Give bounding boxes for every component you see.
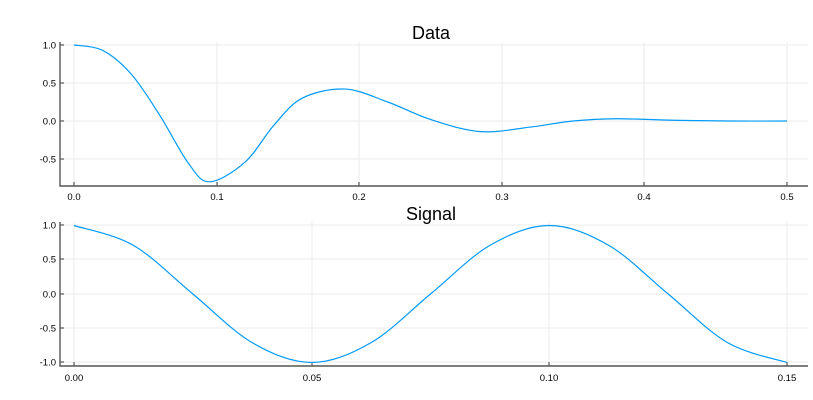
y-tick-label: 0.5 — [43, 255, 56, 266]
signal-series-line — [73, 224, 788, 364]
x-tick-label: 0.2 — [352, 192, 365, 203]
y-axis: 1.0 0.5 0.0 -0.5 -1.0 — [40, 221, 64, 369]
x-tick-label: 0.0 — [67, 192, 80, 203]
x-tick-label: 0.3 — [495, 192, 508, 203]
x-axis: 0.0 0.1 0.2 0.3 0.4 0.5 — [67, 182, 794, 203]
grid-lines — [60, 222, 808, 366]
y-tick-label: 1.0 — [43, 221, 56, 232]
y-tick-label: -0.5 — [40, 324, 56, 335]
y-tick-label: -1.0 — [40, 358, 56, 369]
x-tick-label: 0.15 — [778, 373, 797, 384]
y-tick-label: 1.0 — [43, 41, 56, 52]
axes — [59, 42, 808, 187]
x-tick-label: 0.5 — [780, 192, 793, 203]
grid-lines — [60, 42, 808, 186]
y-tick-label: 0.0 — [43, 117, 56, 128]
x-tick-label: 0.4 — [637, 192, 650, 203]
y-tick-label: 0.5 — [43, 79, 56, 90]
x-axis: 0.00 0.05 0.10 0.15 — [65, 362, 797, 384]
x-tick-label: 0.10 — [540, 373, 559, 384]
x-tick-label: 0.05 — [303, 373, 322, 384]
data-series-line — [73, 44, 788, 183]
plot-data: Data 1.0 0.5 0.0 -0.5 — [40, 23, 808, 203]
x-tick-label: 0.00 — [65, 373, 84, 384]
plot-title: Data — [412, 23, 451, 43]
y-tick-label: -0.5 — [40, 155, 56, 166]
y-axis: 1.0 0.5 0.0 -0.5 — [40, 41, 64, 166]
plot-title: Signal — [406, 204, 456, 224]
y-tick-label: 0.0 — [43, 290, 56, 301]
axes — [59, 222, 808, 367]
x-tick-label: 0.1 — [210, 192, 223, 203]
plot-signal: Signal 1.0 0.5 0.0 -0.5 -1.0 — [40, 204, 808, 384]
